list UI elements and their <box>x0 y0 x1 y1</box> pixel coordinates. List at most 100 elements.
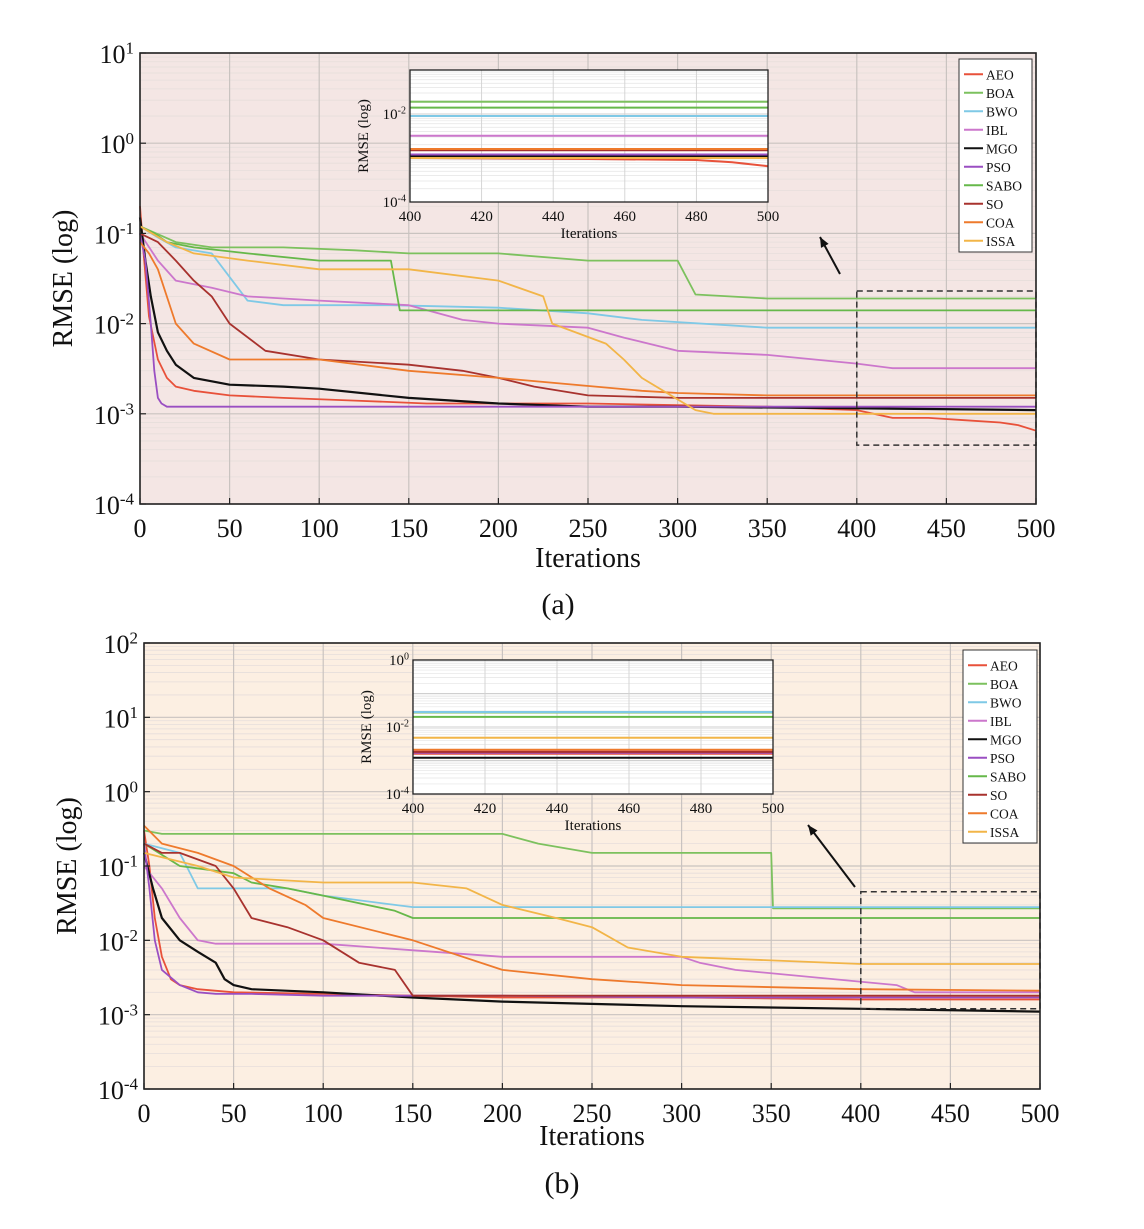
inset-chart: 400 420 440 460 480 50010-410-2IterationsRMSE… <box>356 69 779 242</box>
legend-label-mgo: MGO <box>990 732 1022 747</box>
series-line-so <box>139 232 1036 399</box>
y-tick-label: 100 <box>100 129 135 159</box>
series-line-boa <box>139 225 1036 300</box>
y-tick-label: 10-4 <box>94 490 135 520</box>
series-line-coa <box>139 241 1036 397</box>
inset-x-tick-label: 460 <box>614 209 637 225</box>
series-line-issa <box>143 852 1040 965</box>
zoom-arrow-head <box>808 825 818 836</box>
x-tick-label: 300 <box>662 1099 701 1128</box>
x-tick-label: 400 <box>841 1099 880 1128</box>
series-line-ibl <box>139 232 1036 370</box>
chart-b: 0 50 100 150 200 250 300 350 400 450 50010-410-310… <box>52 629 1060 1200</box>
legend: AEO BOA BWO IBL MGO PSO SABO SO COA ISSA <box>958 58 1033 253</box>
inset-x-tick-label: 440 <box>546 801 569 817</box>
x-tick-label: 150 <box>393 1099 432 1128</box>
inset-y-tick-label-exp: -4 <box>398 194 406 205</box>
zoom-arrow-head <box>820 237 829 248</box>
legend-label-bwo: BWO <box>986 104 1018 119</box>
zoom-box <box>856 290 1037 446</box>
zoom-arrow <box>807 824 856 888</box>
legend-label-issa: ISSA <box>986 234 1016 249</box>
inset-y-tick-label-base: 10 <box>386 720 401 736</box>
legend-label-coa: COA <box>986 215 1015 230</box>
inset-x-tick-label: 500 <box>762 801 785 817</box>
series-line-coa <box>143 824 1041 992</box>
series-line-mgo <box>142 852 1041 1013</box>
inset-y-tick-label: 10-2 <box>386 719 409 737</box>
legend-label-mgo: MGO <box>986 141 1018 156</box>
inset-frame <box>412 659 774 795</box>
y-tick-label-exp: -4 <box>124 1075 139 1094</box>
y-tick-label-base: 10 <box>100 40 126 69</box>
legend-label-coa: COA <box>990 806 1019 821</box>
y-tick-label-exp: -3 <box>120 399 134 418</box>
y-tick-label-exp: 2 <box>130 629 139 648</box>
x-tick-label: 50 <box>221 1099 247 1128</box>
inset-y-tick-label-base: 10 <box>389 653 404 669</box>
x-tick-label: 500 <box>1017 514 1056 543</box>
y-axis-title: RMSE (log) <box>52 797 83 935</box>
legend-label-issa: ISSA <box>990 825 1020 840</box>
panel-caption: (b) <box>545 1167 580 1200</box>
inset-y-axis-title: RMSE (log) <box>359 690 375 764</box>
inset-x-tick-label: 400 <box>399 209 422 225</box>
chart-a: 0 50 100 150 200 250 300 350 400 450 50010-410-310… <box>48 39 1056 621</box>
series-line-bwo <box>143 842 1040 908</box>
inset-y-tick-label-base: 10 <box>383 195 398 211</box>
x-tick-label: 300 <box>658 514 697 543</box>
y-tick-label-exp: 0 <box>130 777 139 796</box>
y-tick-label: 10-3 <box>98 1000 138 1030</box>
x-tick-label: 500 <box>1021 1099 1060 1128</box>
series-line-pso <box>139 233 1036 408</box>
legend-label-boa: BOA <box>986 86 1015 101</box>
legend-label-sabo: SABO <box>986 178 1022 193</box>
x-tick-label: 350 <box>752 1099 791 1128</box>
legend-box <box>962 649 1038 844</box>
y-tick-label: 10-1 <box>98 852 138 882</box>
x-tick-label: 100 <box>300 514 339 543</box>
legend-label-aeo: AEO <box>986 67 1014 82</box>
inset-frame <box>409 69 769 203</box>
inset-x-tick-label: 420 <box>474 801 497 817</box>
series-line-ibl <box>143 865 1040 994</box>
x-axis-title: Iterations <box>535 543 641 574</box>
y-tick-label: 10-1 <box>94 219 134 249</box>
legend-label-pso: PSO <box>986 160 1011 175</box>
x-tick-label: 0 <box>138 1099 151 1128</box>
legend-label-aeo: AEO <box>990 658 1018 673</box>
inset-y-tick-label: 10-4 <box>386 786 409 804</box>
x-tick-label: 450 <box>927 514 966 543</box>
y-tick-label: 101 <box>104 703 139 733</box>
zoom-box <box>860 891 1041 1010</box>
series-line-boa <box>143 829 1040 910</box>
y-tick-label-base: 10 <box>94 220 120 249</box>
y-tick-label-base: 10 <box>94 491 120 520</box>
x-axis-title: Iterations <box>539 1121 645 1152</box>
legend-label-ibl: IBL <box>986 123 1008 138</box>
y-tick-label: 10-2 <box>98 926 138 956</box>
inset-y-tick-label-exp: -4 <box>401 786 409 797</box>
legend-label-bwo: BWO <box>990 695 1022 710</box>
y-tick-label-exp: 0 <box>126 129 135 148</box>
inset-y-tick-label-exp: -2 <box>401 719 409 730</box>
inset-y-tick-label: 100 <box>389 652 409 670</box>
y-tick-label-base: 10 <box>98 1076 124 1105</box>
y-axis-title: RMSE (log) <box>48 210 79 348</box>
y-tick-label-exp: -2 <box>120 309 134 328</box>
inset-y-tick-label-base: 10 <box>383 107 398 123</box>
y-tick-label-exp: -4 <box>120 490 135 509</box>
y-tick-label-exp: 1 <box>130 703 139 722</box>
panel-caption: (a) <box>541 588 574 621</box>
y-tick-label: 101 <box>100 39 135 69</box>
series-group <box>142 824 1041 1013</box>
inset-x-axis-title: Iterations <box>565 818 622 834</box>
inset-y-tick-label: 10-4 <box>383 194 406 212</box>
inset-x-tick-label: 440 <box>542 209 565 225</box>
inset-x-tick-label: 480 <box>690 801 713 817</box>
legend: AEO BOA BWO IBL MGO PSO SABO SO COA ISSA <box>962 649 1038 844</box>
y-tick-label: 10-3 <box>94 399 134 429</box>
x-tick-label: 150 <box>389 514 428 543</box>
series-line-issa <box>139 225 1036 415</box>
